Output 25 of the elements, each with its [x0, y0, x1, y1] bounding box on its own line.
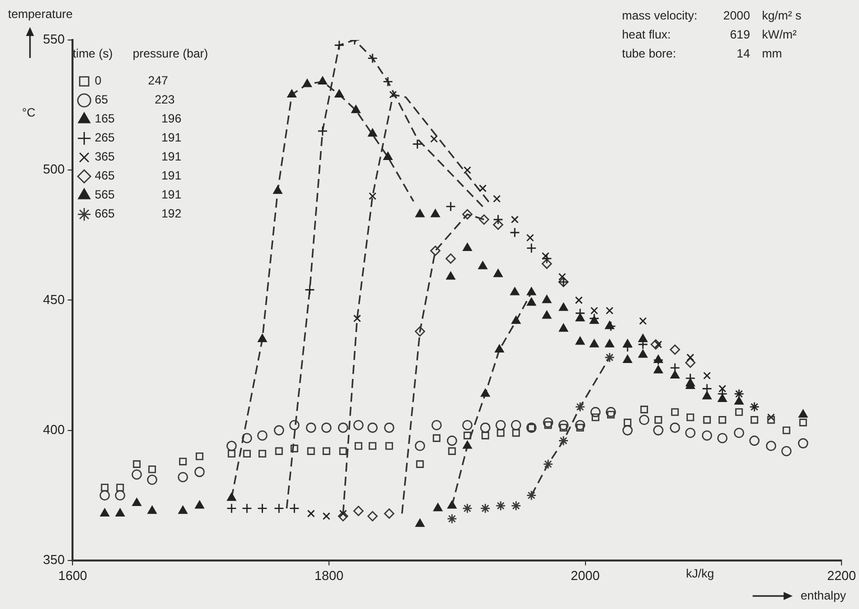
y-tick-label: 550 [42, 32, 65, 47]
legend-label: 665 192 [94, 206, 182, 221]
legend-label: 165 196 [94, 112, 182, 126]
text: heat flux: 619 kW/m² [622, 27, 797, 42]
text: °C [22, 105, 36, 120]
legend-label: 265 191 [94, 130, 182, 145]
y-tick-label: 400 [42, 422, 65, 437]
x-tick-label: 2200 [827, 568, 856, 583]
legend-title: time (s) pressure (bar) [72, 46, 208, 60]
y-tick-label: 500 [42, 162, 65, 177]
y-tick-label: 350 [42, 552, 65, 567]
x-axis-title: enthalpy [800, 588, 846, 602]
text: kJ/kg [686, 566, 714, 580]
x-tick-label: 1800 [314, 568, 344, 583]
y-tick-label: 450 [42, 292, 65, 307]
x-tick-label: 1600 [58, 568, 88, 583]
text: tube bore: 14 mm [622, 46, 782, 60]
text: mass velocity: 2000 kg/m² s [622, 8, 802, 22]
legend-label: 0 247 [94, 74, 168, 88]
legend-label: 465 191 [94, 168, 182, 183]
legend-label: 565 191 [94, 188, 182, 202]
legend-label: 365 191 [94, 150, 182, 164]
legend-label: 65 223 [94, 92, 176, 107]
x-tick-label: 2000 [570, 568, 600, 583]
y-axis-title: temperature [8, 7, 74, 21]
